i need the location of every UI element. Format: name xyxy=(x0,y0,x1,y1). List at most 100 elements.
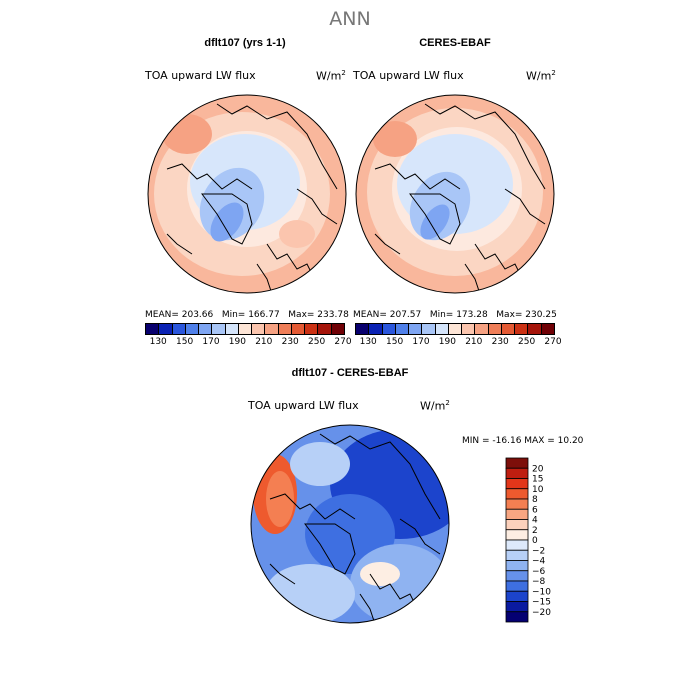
obs-colorbar-ticks: 130 150 170 190 210 230 250 270 xyxy=(355,337,562,349)
diff-coastlines xyxy=(269,433,441,623)
model-colorbar-swatch xyxy=(172,324,186,334)
model-field-europe xyxy=(279,220,315,248)
obs-field-greenland-core xyxy=(420,204,450,240)
obs-colorbar-swatch xyxy=(475,324,489,334)
obs-units-label: W/m2 xyxy=(526,69,556,83)
obs-colorbar-swatch xyxy=(395,324,410,334)
diff-colorbar-swatch xyxy=(505,539,529,551)
obs-colorbar-swatch xyxy=(515,324,529,334)
diff-colorbar-tick-label: 0 xyxy=(532,536,538,546)
obs-colorbar-swatch xyxy=(462,324,476,334)
diff-polar-map xyxy=(250,424,450,624)
model-mean: MEAN= 203.66 xyxy=(145,310,214,320)
model-coastlines xyxy=(166,103,338,293)
diff-colorbar-swatch xyxy=(505,580,529,592)
obs-colorbar-swatch xyxy=(448,324,463,334)
model-colorbar-swatch xyxy=(252,324,266,334)
model-colorbar-swatch xyxy=(225,324,239,334)
diff-units-label: W/m2 xyxy=(420,399,450,413)
diff-colorbar-tick-label: 15 xyxy=(532,475,543,485)
model-polar-map xyxy=(147,94,347,294)
diff-minmax: MIN = -16.16 MAX = 10.20 xyxy=(462,436,584,446)
model-colorbar-swatch xyxy=(238,324,253,334)
figure-title: ANN xyxy=(329,8,371,30)
model-colorbar-ticks: 130 150 170 190 210 230 250 270 xyxy=(145,337,352,349)
obs-panel-title: CERES-EBAF xyxy=(419,37,491,49)
obs-colorbar-tick-label: 170 xyxy=(412,337,430,347)
diff-colorbar-swatch xyxy=(505,488,529,500)
model-colorbar-swatch xyxy=(318,324,332,334)
diff-colorbar-swatch xyxy=(505,570,529,582)
obs-min: Min= 173.28 xyxy=(429,310,488,320)
model-colorbar-tick-label: 170 xyxy=(202,337,220,347)
obs-colorbar-swatch xyxy=(422,324,436,334)
diff-colorbar-tick-label: −10 xyxy=(532,587,551,597)
obs-colorbar-swatch xyxy=(528,324,542,334)
diff-map-border xyxy=(250,424,450,624)
obs-colorbar-tick-label: 270 xyxy=(544,337,562,347)
model-colorbar-swatch xyxy=(278,324,292,334)
diff-colorbar-swatch xyxy=(505,601,529,613)
model-panel-title: dflt107 (yrs 1-1) xyxy=(204,37,286,49)
obs-coastlines xyxy=(374,103,546,293)
diff-colorbar-swatch xyxy=(505,498,529,510)
model-colorbar-swatch xyxy=(331,324,344,334)
model-colorbar-swatch xyxy=(199,324,213,334)
model-colorbar-swatch xyxy=(185,324,200,334)
model-colorbar-tick-label: 150 xyxy=(176,337,194,347)
diff-colorbar-swatch xyxy=(505,590,529,602)
model-field-pacific xyxy=(162,114,212,154)
obs-colorbar xyxy=(355,323,555,335)
diff-field-europe xyxy=(360,562,400,586)
diff-colorbar-swatch xyxy=(505,611,529,623)
obs-colorbar-swatch xyxy=(409,324,423,334)
model-min: Min= 166.77 xyxy=(221,310,280,320)
diff-field-pos-core xyxy=(266,471,294,527)
model-colorbar-tick-label: 250 xyxy=(308,337,326,347)
diff-colorbar-tick-label: −2 xyxy=(532,546,545,556)
model-colorbar-tick-label: 270 xyxy=(334,337,352,347)
diff-colorbar-swatch xyxy=(505,508,529,520)
diff-colorbar-tick-label: −6 xyxy=(532,567,546,577)
model-units-label: W/m2 xyxy=(316,69,346,83)
diff-colorbar-tick-label: 20 xyxy=(532,464,544,474)
obs-colorbar-swatch xyxy=(369,324,383,334)
diff-colorbar-tick-label: −8 xyxy=(532,577,546,587)
model-colorbar-tick-label: 190 xyxy=(228,337,246,347)
obs-colorbar-swatch xyxy=(501,324,516,334)
diff-colorbar-swatch xyxy=(505,549,529,561)
diff-colorbar-swatch xyxy=(505,478,529,490)
model-colorbar-swatch xyxy=(305,324,319,334)
diff-colorbar-tick-label: −4 xyxy=(532,557,546,567)
diff-colorbar-tick-label: 8 xyxy=(532,495,538,505)
model-stats: MEAN= 203.66 Min= 166.77 Max= 233.78 xyxy=(145,310,349,320)
obs-colorbar-tick-label: 150 xyxy=(386,337,404,347)
obs-colorbar-tick-label: 250 xyxy=(518,337,536,347)
obs-mean: MEAN= 207.57 xyxy=(353,310,422,320)
model-colorbar xyxy=(145,323,345,335)
model-colorbar-swatch xyxy=(291,324,306,334)
model-map-border xyxy=(147,94,347,294)
diff-field-pacific xyxy=(290,442,350,486)
obs-stats: MEAN= 207.57 Min= 173.28 Max= 230.25 xyxy=(353,310,557,320)
obs-colorbar-tick-label: 230 xyxy=(491,337,509,347)
model-field-greenland-core xyxy=(210,202,244,242)
obs-variable-label: TOA upward LW flux xyxy=(353,69,464,82)
obs-colorbar-swatch xyxy=(382,324,396,334)
diff-colorbar-tick-label: 10 xyxy=(532,485,544,495)
obs-colorbar-swatch xyxy=(488,324,502,334)
model-colorbar-swatch xyxy=(212,324,226,334)
diff-colorbar-tick-label: 2 xyxy=(532,526,538,536)
diff-colorbar-swatch xyxy=(505,529,529,541)
diff-colorbar-tick-label: −15 xyxy=(532,598,551,608)
model-colorbar-tick-label: 130 xyxy=(149,337,167,347)
obs-map-border xyxy=(355,94,555,294)
obs-max: Max= 230.25 xyxy=(496,310,557,320)
obs-colorbar-tick-label: 190 xyxy=(438,337,456,347)
diff-panel-title: dflt107 - CERES-EBAF xyxy=(291,367,409,379)
model-colorbar-tick-label: 210 xyxy=(255,337,273,347)
diff-colorbar-swatch xyxy=(505,457,529,469)
model-colorbar-swatch xyxy=(146,324,160,334)
obs-colorbar-tick-label: 130 xyxy=(359,337,377,347)
